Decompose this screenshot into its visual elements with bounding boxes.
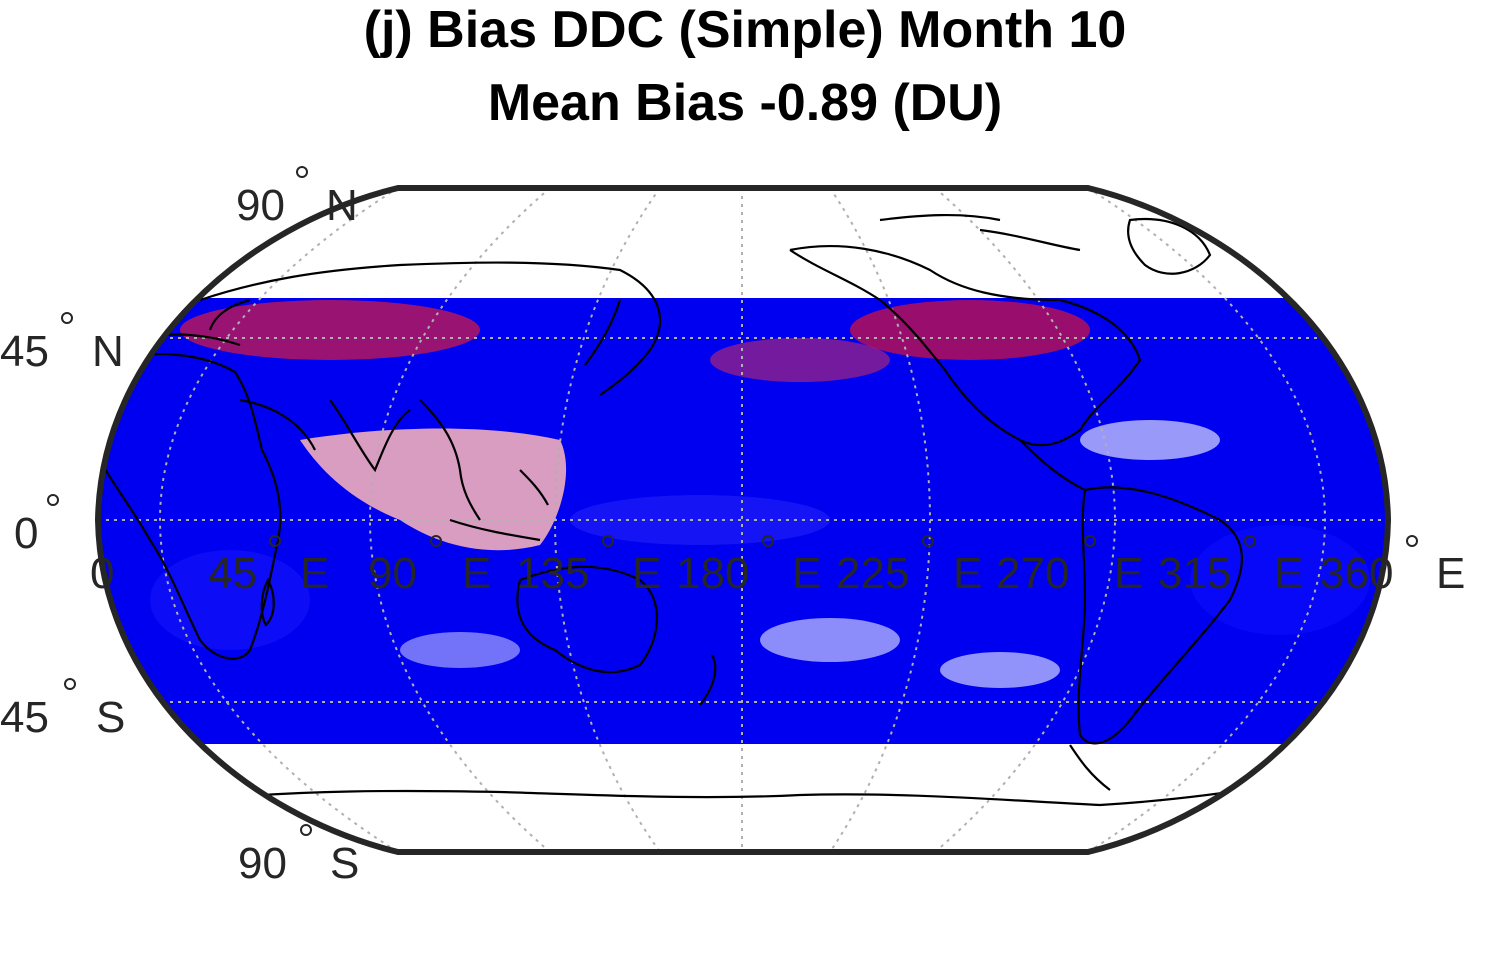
lon-label-315e-hemi: E [1274, 549, 1303, 598]
lon-label-270e-hemi: E [1114, 549, 1143, 598]
lon-label-225e-value: 225 [836, 549, 909, 598]
cold-core-atlantic [1190, 525, 1370, 635]
lon-label-360e-degree [1406, 535, 1418, 547]
lon-label-90e-value: 90 [368, 549, 417, 598]
lon-label-0-value: 0 [90, 549, 114, 598]
chart-title-line1: (j) Bias DDC (Simple) Month 10 [363, 1, 1127, 59]
lon-label-45e-degree [269, 535, 281, 547]
lon-label-90e-hemi: E [462, 549, 491, 598]
lat-label-0-degree [47, 494, 59, 506]
lon-label-135e-degree [602, 535, 614, 547]
lon-label-225e-hemi: E [953, 549, 982, 598]
lat-label-45s-hemi: S [96, 693, 125, 742]
warm-core-pacific [710, 338, 890, 382]
lon-label-45e-hemi: E [300, 549, 329, 598]
lon-label-315e-value: 315 [1158, 549, 1231, 598]
latitude-labels: 90 N 45 N 0 45 S 90 S [0, 166, 359, 888]
lon-label-270e-degree [1084, 535, 1096, 547]
lat-label-90n-hemi: N [326, 181, 358, 230]
light-patch-4 [1080, 420, 1220, 460]
lat-label-45s-degree [64, 678, 76, 690]
lon-label-135e-hemi: E [632, 549, 661, 598]
lat-label-90s-degree [300, 824, 312, 836]
lon-label-180e-degree [762, 535, 774, 547]
lon-label-45e-value: 45 [208, 549, 257, 598]
lat-label-90n-value: 90 [236, 181, 285, 230]
lat-label-45n-degree [61, 312, 73, 324]
warm-core-eurasia [180, 300, 480, 360]
lat-label-45n-value: 45 [0, 327, 49, 376]
lat-label-45s-value: 45 [0, 693, 49, 742]
lat-label-90n-degree [296, 166, 308, 178]
chart-title-line2: Mean Bias -0.89 (DU) [487, 74, 1003, 132]
light-patch-3 [400, 632, 520, 668]
coastlines [99, 213, 1301, 807]
lat-label-90s-value: 90 [238, 839, 287, 888]
light-patch-1 [760, 618, 900, 662]
lon-label-90e-degree [430, 535, 442, 547]
lon-label-180e-value: 180 [676, 549, 749, 598]
lat-label-45n-hemi: N [92, 327, 124, 376]
lat-label-0-value: 0 [14, 509, 38, 558]
globe [94, 185, 1392, 855]
lon-label-180e-hemi: E [792, 549, 821, 598]
lon-label-270e-value: 270 [996, 549, 1069, 598]
light-patch-2 [940, 652, 1060, 688]
lon-label-225e-degree [922, 535, 934, 547]
warm-core-atlantic [850, 300, 1090, 360]
map-frame [94, 185, 1392, 855]
graticule [98, 188, 1388, 852]
lat-label-90s-hemi: S [330, 839, 359, 888]
lon-label-315e-degree [1244, 535, 1256, 547]
lon-label-360e-value: 360 [1320, 549, 1393, 598]
longitude-labels: 0 45 E 90 E 135 E 180 E 225 E 270 E 315 … [90, 535, 1465, 598]
lon-label-135e-value: 135 [516, 549, 589, 598]
lon-label-360e-hemi: E [1436, 549, 1465, 598]
